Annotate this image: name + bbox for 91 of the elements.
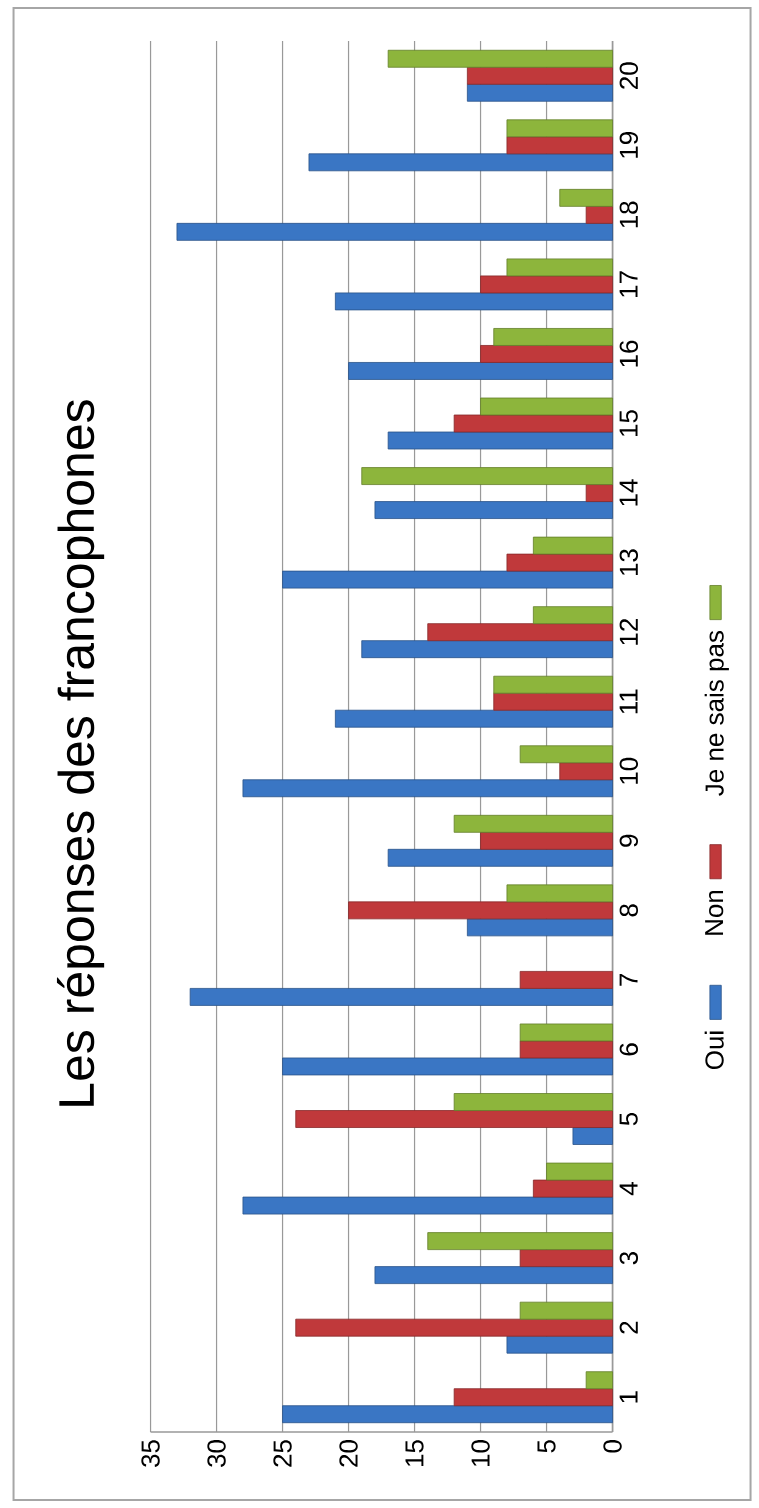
legend-label: Oui	[704, 1031, 724, 1070]
y-tick-label: 12	[619, 619, 638, 645]
legend-label: Je ne sais pas	[704, 631, 730, 796]
y-tick-label: 15	[619, 410, 638, 436]
bar	[480, 831, 614, 850]
bar	[533, 536, 614, 555]
bar	[559, 762, 614, 781]
bar	[519, 1301, 614, 1320]
x-tick-label: 30	[207, 1440, 226, 1467]
y-tick-label: 2	[619, 1321, 638, 1334]
y-tick-label: 10	[619, 757, 639, 784]
y-tick-label: 20	[619, 62, 639, 89]
x-tick-label: 15	[405, 1440, 424, 1466]
legend-label: Non	[705, 890, 724, 935]
bar	[387, 49, 614, 68]
bar	[533, 1179, 614, 1198]
bar	[335, 709, 614, 728]
bar	[519, 745, 614, 764]
bar	[506, 553, 614, 572]
bar	[348, 901, 614, 920]
bar	[506, 136, 614, 155]
y-tick-label: 17	[619, 271, 638, 297]
bar	[427, 1232, 614, 1251]
bar	[585, 205, 614, 224]
bar	[480, 397, 614, 416]
bar	[361, 467, 614, 485]
bar	[585, 1371, 614, 1390]
x-tick-label: 10	[471, 1440, 490, 1466]
x-tick-label: 35	[141, 1440, 160, 1467]
x-tick-label: 0	[603, 1440, 622, 1453]
text: Les réponses des francophones	[57, 400, 105, 1106]
bar	[467, 83, 614, 102]
bar	[282, 1057, 614, 1076]
y-tick-label: 4	[619, 1182, 638, 1196]
bar	[453, 814, 614, 833]
bar	[506, 884, 614, 903]
bar	[546, 1162, 614, 1181]
bar	[242, 1196, 614, 1215]
bar	[506, 258, 614, 277]
y-tick-label: 1	[619, 1391, 638, 1403]
bar	[506, 1335, 614, 1354]
bar	[361, 640, 614, 659]
x-tick-label: 20	[339, 1440, 358, 1467]
y-tick-label: 18	[619, 201, 639, 228]
bar	[559, 188, 614, 207]
bar	[493, 675, 614, 694]
bar	[572, 1127, 614, 1145]
bar	[453, 414, 614, 433]
bar	[585, 484, 614, 502]
x-tick-label: 25	[273, 1440, 292, 1467]
bar	[480, 345, 614, 363]
bar	[453, 1093, 614, 1111]
bar	[519, 1040, 614, 1059]
bar	[176, 222, 614, 241]
bar	[335, 292, 614, 311]
bar	[374, 1266, 614, 1285]
y-tick-label: 19	[619, 132, 639, 158]
y-tick-label: 14	[619, 479, 638, 506]
y-tick-label: 3	[619, 1252, 639, 1265]
bar	[453, 1388, 614, 1407]
bar	[467, 918, 614, 937]
bar	[295, 1110, 614, 1128]
x-tick-label: 5	[537, 1440, 556, 1453]
y-tick-label: 13	[619, 549, 639, 576]
bar	[533, 606, 614, 625]
y-tick-label: 9	[619, 834, 639, 847]
bar	[282, 570, 614, 589]
bar	[480, 275, 614, 294]
bar	[242, 779, 614, 798]
bar	[387, 431, 614, 450]
bar	[506, 119, 614, 138]
bar	[519, 1023, 614, 1042]
bar	[308, 153, 614, 172]
bar	[519, 971, 614, 989]
y-tick-label: 8	[619, 904, 639, 917]
y-tick-label: 11	[619, 689, 638, 714]
bar	[189, 988, 614, 1006]
y-tick-label: 5	[619, 1112, 638, 1126]
bar	[374, 501, 614, 519]
y-tick-label: 16	[619, 340, 639, 367]
bar	[493, 328, 614, 346]
bar	[387, 848, 614, 867]
bar	[493, 692, 614, 711]
bar	[519, 1249, 614, 1268]
bar	[427, 623, 614, 642]
y-tick-label: 7	[619, 974, 638, 986]
bar	[282, 1405, 614, 1424]
bar	[295, 1318, 614, 1337]
bar	[467, 66, 614, 85]
bar	[348, 362, 614, 380]
y-tick-label: 6	[619, 1043, 639, 1056]
